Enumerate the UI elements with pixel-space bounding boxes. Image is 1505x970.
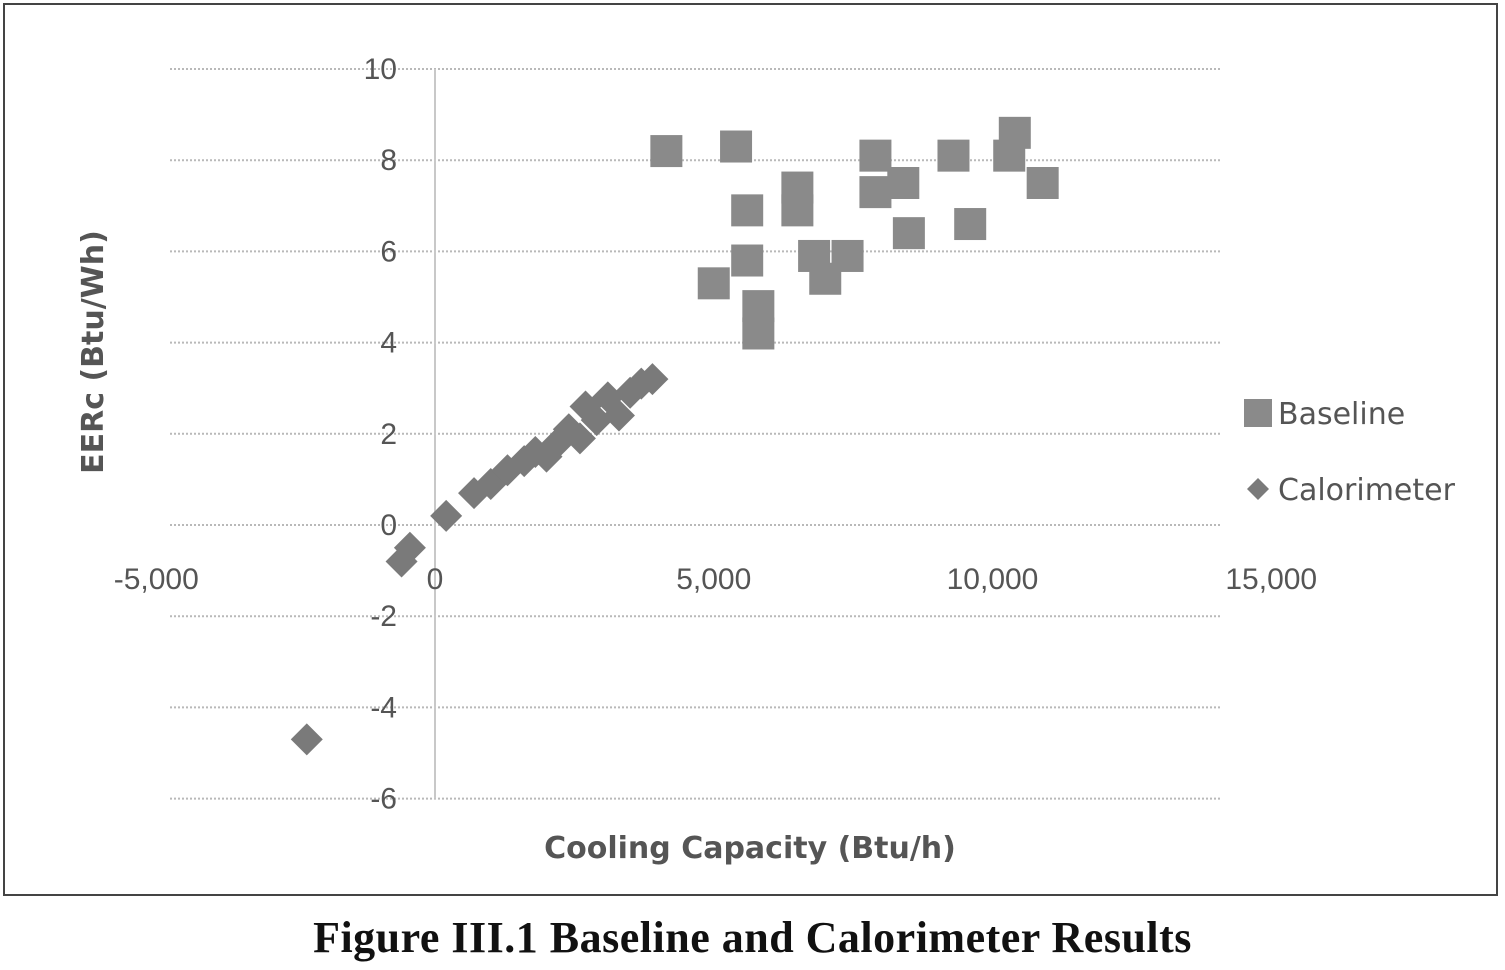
y-tick-label: 2 [380,418,397,451]
data-point-baseline [998,116,1031,149]
data-point-baseline [720,130,753,163]
data-point-baseline [650,135,683,168]
legend-item-baseline: Baseline [1244,397,1405,432]
data-point-baseline [937,139,970,172]
legend-square-icon [1244,399,1272,427]
legend-item-calorimeter: Calorimeter [1247,473,1456,508]
y-tick-label: 10 [364,53,397,86]
series-calorimeter [290,363,669,756]
data-point-baseline [742,290,775,323]
data-point-baseline [892,217,925,250]
data-point-calorimeter [602,399,635,432]
data-point-baseline [1026,167,1059,199]
data-point-calorimeter [563,422,596,455]
y-axis-ticks: -6 -4 -2 0 2 4 6 8 10 [364,53,397,816]
x-axis-ticks: -5,000 0 5,000 10,000 15,000 [114,563,1317,596]
y-tick-label: 6 [380,235,397,268]
data-point-baseline [697,267,730,300]
y-tick-label: 4 [380,327,397,360]
x-tick-label: -5,000 [114,563,199,596]
legend: Baseline Calorimeter [1244,397,1456,508]
data-point-calorimeter [430,499,463,532]
data-point-calorimeter [290,723,323,756]
data-point-calorimeter [580,404,613,437]
data-point-baseline [859,176,892,209]
x-tick-label: 10,000 [947,563,1039,596]
y-tick-label: -4 [370,691,397,724]
y-tick-label: 0 [380,509,397,542]
gridlines [170,68,1222,800]
x-tick-label: 0 [427,563,444,596]
x-tick-label: 15,000 [1225,563,1317,596]
data-point-baseline [887,167,920,199]
legend-label: Calorimeter [1278,473,1456,508]
data-point-baseline [781,194,814,227]
data-point-baseline [731,194,764,227]
data-point-baseline [742,317,775,350]
x-axis-title: Cooling Capacity (Btu/h) [544,831,956,866]
data-series [290,116,1059,756]
y-tick-label: -6 [370,783,397,816]
data-point-baseline [859,139,892,172]
data-point-baseline [954,208,987,241]
data-point-calorimeter [636,363,669,396]
x-tick-label: 5,000 [676,563,751,596]
data-point-calorimeter [393,531,426,564]
legend-diamond-icon [1247,478,1269,500]
y-tick-label: -2 [370,600,397,633]
figure-caption: Figure III.1 Baseline and Calorimeter Re… [313,913,1192,962]
y-axis-title: EERc (Btu/Wh) [76,230,111,474]
data-point-baseline [731,244,764,277]
data-point-baseline [831,239,864,272]
series-baseline [650,116,1059,350]
legend-label: Baseline [1278,397,1405,432]
y-tick-label: 8 [380,144,397,177]
scatter-chart: -6 -4 -2 0 2 4 6 8 10 -5,000 0 5,000 10,000 15,000 C… [76,53,1456,866]
